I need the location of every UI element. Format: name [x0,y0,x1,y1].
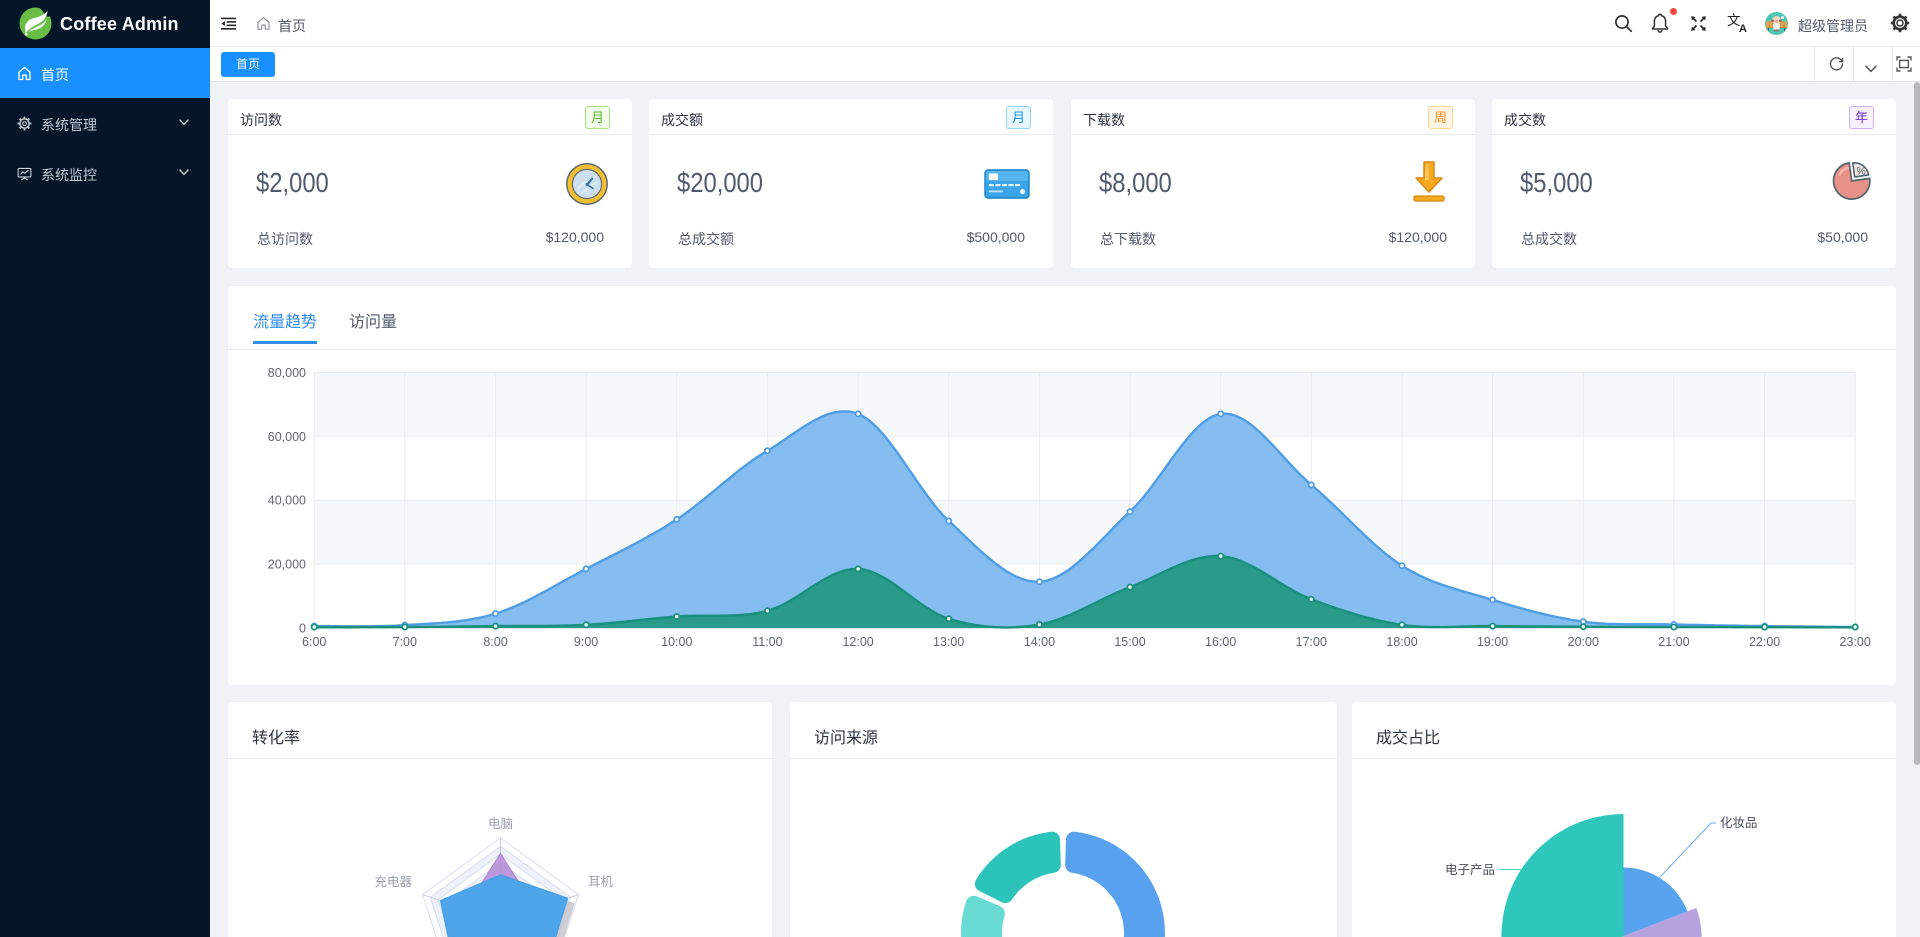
svg-text:16:00: 16:00 [1205,635,1236,649]
svg-text:21:00: 21:00 [1658,635,1689,649]
svg-text:13:00: 13:00 [933,635,964,649]
svg-text:80,000: 80,000 [268,366,306,380]
svg-text:8:00: 8:00 [483,635,507,649]
svg-text:耳机: 耳机 [588,875,614,889]
svg-text:电脑: 电脑 [488,817,513,831]
svg-text:充电器: 充电器 [374,874,412,889]
svg-text:14:00: 14:00 [1024,635,1055,649]
svg-text:电子产品: 电子产品 [1445,863,1495,877]
svg-text:A: A [1739,23,1747,33]
svg-text:%: % [1856,165,1866,178]
svg-text:0: 0 [299,622,306,636]
svg-text:17:00: 17:00 [1296,635,1327,649]
svg-text:23:00: 23:00 [1840,635,1871,649]
svg-text:15:00: 15:00 [1114,635,1145,649]
svg-text:10:00: 10:00 [661,635,692,649]
svg-text:60,000: 60,000 [268,430,306,444]
svg-text:18:00: 18:00 [1386,635,1417,649]
svg-text:9:00: 9:00 [574,635,598,649]
svg-text:12:00: 12:00 [842,635,873,649]
svg-text:7:00: 7:00 [393,635,417,649]
svg-text:22:00: 22:00 [1749,635,1780,649]
svg-text:化妆品: 化妆品 [1720,816,1758,830]
svg-text:文: 文 [1727,13,1741,28]
svg-text:40,000: 40,000 [268,494,306,508]
svg-text:11:00: 11:00 [752,635,782,649]
svg-text:6:00: 6:00 [302,635,326,649]
svg-text:19:00: 19:00 [1477,635,1508,649]
svg-text:20:00: 20:00 [1568,635,1599,649]
svg-text:20,000: 20,000 [268,558,306,572]
